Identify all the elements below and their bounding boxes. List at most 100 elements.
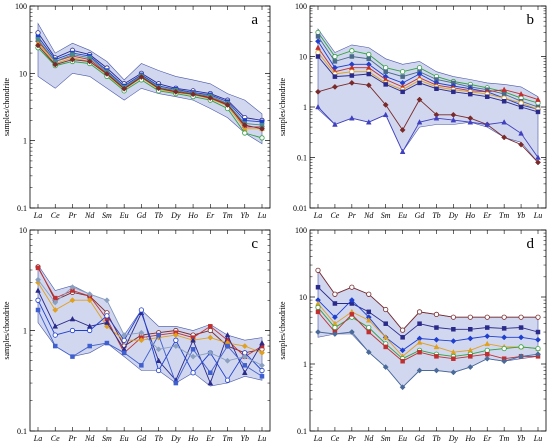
data-point (416, 119, 423, 125)
data-point (121, 350, 127, 356)
data-point (450, 116, 457, 123)
x-tick-label: Dy (448, 434, 459, 443)
panel-letter: b (527, 12, 535, 28)
x-tick-label: Ho (464, 211, 475, 220)
data-point (518, 334, 525, 341)
x-tick-label: Nd (84, 434, 95, 443)
data-point (382, 111, 389, 118)
x-tick-label: Lu (533, 211, 542, 220)
series-line (317, 299, 539, 351)
x-tick-label: Pr (67, 211, 77, 220)
data-point (535, 96, 541, 102)
series-line (317, 106, 539, 158)
data-point (241, 343, 248, 350)
x-tick-label: Tb (432, 434, 440, 443)
data-point (138, 74, 145, 81)
data-point (224, 377, 231, 383)
data-point (208, 370, 213, 375)
x-tick-label: Ce (51, 211, 60, 220)
data-point (501, 326, 507, 331)
data-point (365, 317, 372, 323)
data-point (190, 91, 197, 98)
data-point (349, 69, 355, 75)
data-point (450, 314, 456, 320)
data-point (173, 337, 179, 343)
data-point (315, 88, 321, 95)
data-point (518, 344, 524, 350)
data-point (518, 353, 525, 360)
data-point (52, 299, 59, 306)
x-tick-label: Ce (51, 434, 60, 443)
data-point (315, 267, 321, 273)
data-point (467, 119, 474, 125)
data-point (400, 358, 405, 364)
data-point (207, 327, 213, 334)
data-point (331, 83, 338, 90)
x-tick-label: Er (205, 434, 215, 443)
x-tick-label: La (33, 211, 42, 220)
y-tick-label: 1 (23, 327, 27, 336)
data-point (241, 353, 248, 360)
series-line (37, 42, 262, 130)
x-tick-label: Lu (257, 211, 266, 220)
data-point (400, 69, 406, 75)
data-point (535, 336, 541, 343)
series-line (37, 39, 263, 126)
x-tick-label: Dy (170, 434, 181, 443)
data-point (416, 96, 423, 103)
data-point (315, 38, 321, 45)
data-point (349, 54, 355, 59)
data-point (52, 295, 58, 301)
data-point (451, 356, 456, 361)
data-point (315, 103, 321, 110)
data-point (35, 30, 41, 36)
data-point (383, 69, 388, 74)
data-point (259, 367, 265, 374)
data-point (190, 353, 197, 360)
data-point (259, 349, 265, 356)
panel-letter: c (251, 236, 258, 252)
series-line (317, 82, 539, 163)
data-point (103, 70, 110, 77)
data-point (208, 324, 213, 329)
data-point (70, 52, 75, 57)
data-point (382, 334, 389, 340)
data-point (155, 85, 162, 92)
x-tick-label: Sm (102, 211, 112, 220)
data-point (259, 362, 265, 369)
x-tick-label: Ho (187, 434, 198, 443)
x-tick-label: Eu (119, 211, 129, 220)
x-tick-label: Sm (102, 434, 112, 443)
data-point (501, 134, 508, 141)
x-tick-label: Eu (397, 434, 407, 443)
data-point (224, 331, 231, 338)
data-point (535, 154, 541, 160)
data-point (400, 335, 405, 340)
data-point (332, 121, 338, 127)
data-point (518, 325, 524, 330)
data-point (417, 321, 422, 326)
data-point (315, 49, 321, 56)
data-point (207, 334, 214, 341)
data-point (434, 325, 439, 330)
data-point (348, 79, 355, 86)
data-point (138, 307, 144, 313)
data-point (35, 276, 41, 283)
data-point (484, 94, 490, 99)
data-point (399, 127, 406, 133)
data-point (484, 314, 490, 320)
data-point (366, 51, 372, 58)
y-axis-label: samples/chondrite (278, 77, 287, 136)
data-point (155, 357, 162, 364)
data-point (207, 95, 214, 101)
data-point (87, 327, 93, 334)
data-point (416, 65, 423, 71)
data-point (450, 369, 457, 376)
series-line (317, 52, 539, 110)
x-tick-label: Pr (67, 434, 77, 443)
data-point (331, 331, 338, 337)
data-point (259, 339, 265, 346)
data-point (224, 101, 231, 108)
series-line (317, 311, 538, 362)
data-point (416, 339, 423, 345)
